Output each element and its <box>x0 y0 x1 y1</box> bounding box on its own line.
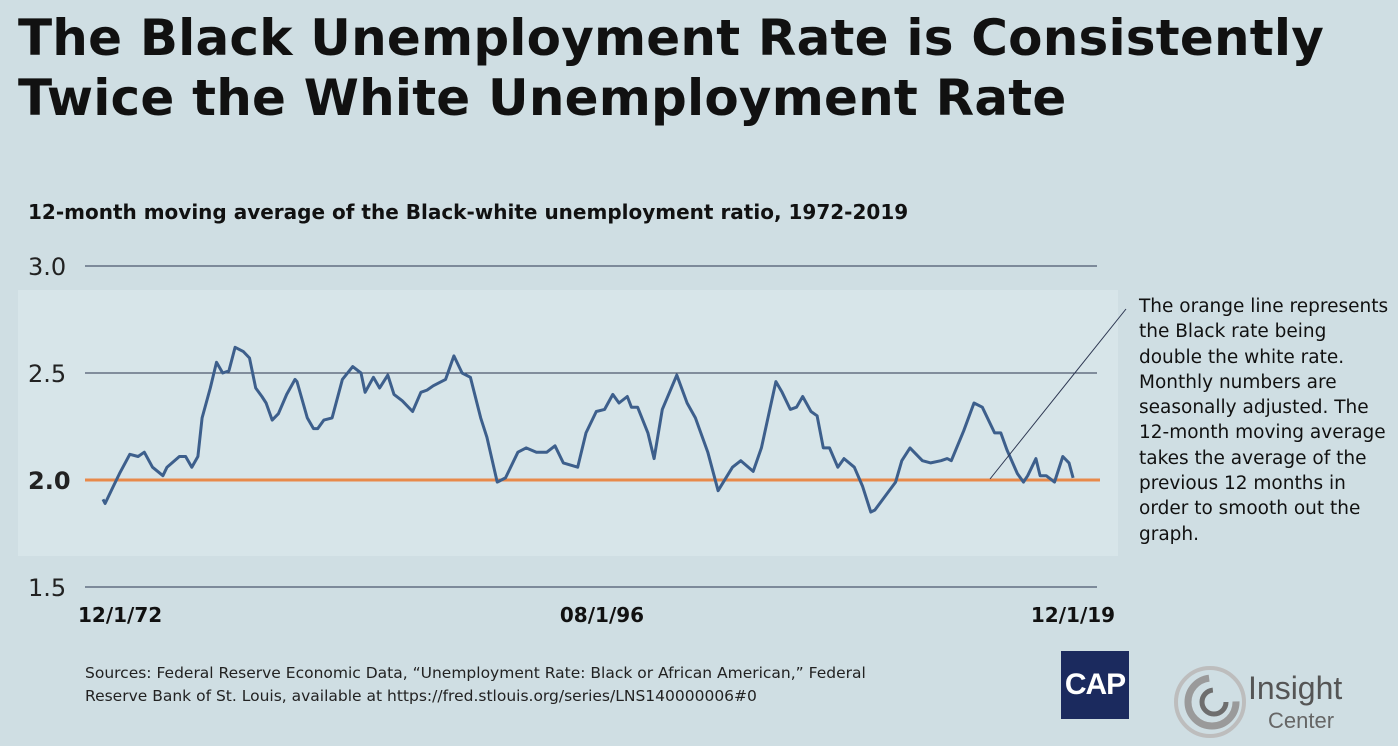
y-tick-label: 1.5 <box>28 574 66 602</box>
y-tick-label: 3.0 <box>28 253 66 281</box>
chart-subtitle: 12-month moving average of the Black-whi… <box>28 200 909 224</box>
y-tick-label: 2.5 <box>28 360 66 388</box>
x-tick-label: 12/1/19 <box>1031 603 1115 627</box>
chart-annotation: The orange line represents the Black rat… <box>1139 296 1389 545</box>
y-tick-label: 2.0 <box>28 467 71 495</box>
title-line-1: The Black Unemployment Rate is Consisten… <box>18 9 1325 67</box>
insight-word: Insight <box>1248 670 1343 706</box>
series-line-ratio <box>101 345 1075 514</box>
cap-logo: CAP <box>1061 651 1129 719</box>
insight-center-logo: Insight Center <box>1170 660 1390 740</box>
x-tick-label: 08/1/96 <box>560 603 644 627</box>
annotation-leader-line <box>989 308 1127 480</box>
sources-note: Sources: Federal Reserve Economic Data, … <box>85 662 1045 708</box>
x-tick-label: 12/1/72 <box>78 603 162 627</box>
insight-swirl-icon <box>1174 666 1246 738</box>
plot-background <box>18 290 1118 556</box>
title-line-2: Twice the White Unemployment Rate <box>18 69 1067 127</box>
sources-line-2: Reserve Bank of St. Louis, available at … <box>85 687 757 705</box>
sources-line-1: Sources: Federal Reserve Economic Data, … <box>85 664 866 682</box>
center-word: Center <box>1268 708 1335 733</box>
page-title: The Black Unemployment Rate is Consisten… <box>18 8 1324 128</box>
